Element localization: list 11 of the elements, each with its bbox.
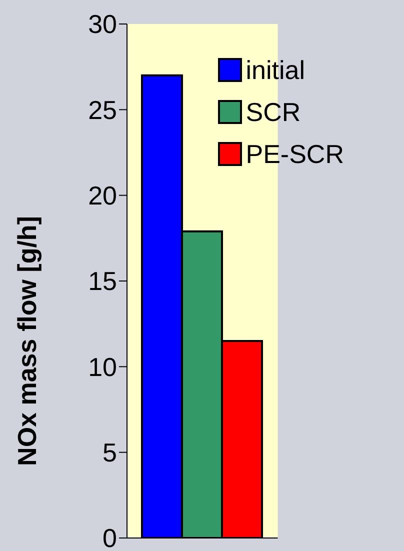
legend-label: PE-SCR xyxy=(246,139,344,169)
y-tick-label: 5 xyxy=(102,438,117,468)
legend-label: SCR xyxy=(246,97,301,127)
y-tick-label: 10 xyxy=(88,352,117,382)
y-tick-label: 30 xyxy=(88,9,117,40)
y-tick-label: 25 xyxy=(88,94,117,125)
y-tick-label: 0 xyxy=(102,523,117,551)
y-tick-label: 20 xyxy=(88,180,117,211)
y-axis-title: NOx mass flow [g/h] xyxy=(12,216,42,466)
legend-label: initial xyxy=(246,55,305,85)
y-tick-label: 15 xyxy=(88,266,117,296)
